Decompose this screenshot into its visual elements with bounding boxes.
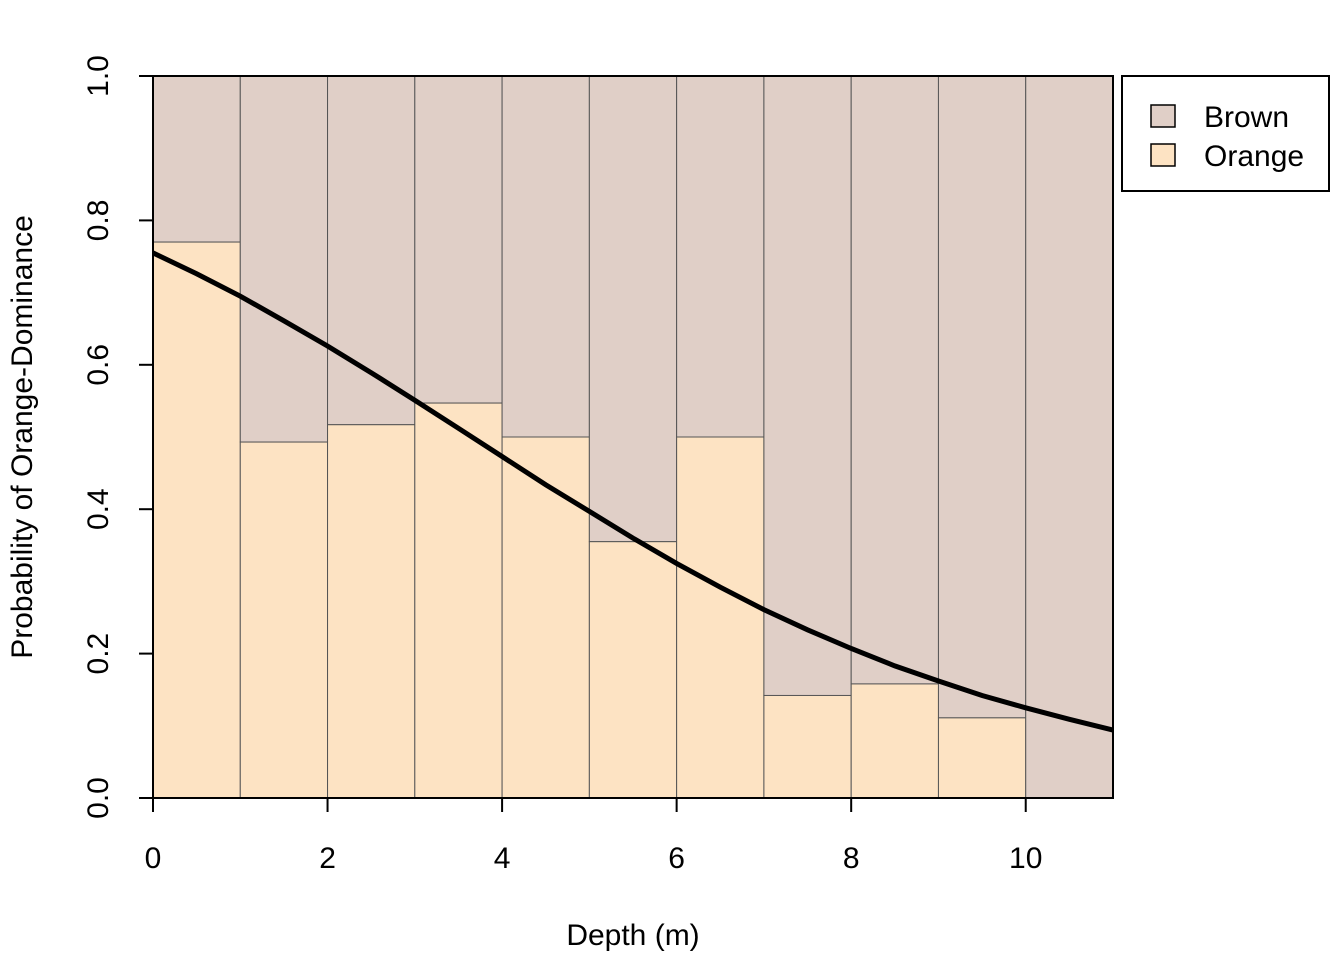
bar-brown-7 bbox=[764, 76, 851, 695]
bar-brown-3 bbox=[415, 76, 502, 403]
x-tick-label: 4 bbox=[494, 842, 511, 875]
bar-brown-8 bbox=[851, 76, 938, 684]
y-tick-label: 0.2 bbox=[82, 633, 115, 675]
legend: Brown Orange bbox=[1122, 76, 1329, 191]
bar-brown-0 bbox=[153, 76, 240, 242]
legend-swatch-orange bbox=[1151, 144, 1175, 166]
legend-label-brown: Brown bbox=[1204, 101, 1289, 134]
y-tick-label: 1.0 bbox=[82, 55, 115, 97]
legend-swatch-brown bbox=[1151, 105, 1175, 127]
bar-orange-1 bbox=[240, 442, 327, 798]
bar-orange-6 bbox=[677, 437, 764, 798]
bar-brown-1 bbox=[240, 76, 327, 442]
bar-orange-5 bbox=[589, 542, 676, 798]
y-tick-label: 0.6 bbox=[82, 344, 115, 386]
bar-brown-5 bbox=[589, 76, 676, 542]
bar-brown-10 bbox=[1026, 76, 1113, 798]
bar-brown-4 bbox=[502, 76, 589, 437]
x-tick-label: 6 bbox=[668, 842, 685, 875]
x-tick-label: 10 bbox=[1009, 842, 1042, 875]
x-tick-label: 8 bbox=[843, 842, 860, 875]
bar-orange-3 bbox=[415, 403, 502, 798]
x-tick-label: 2 bbox=[319, 842, 336, 875]
bar-brown-9 bbox=[938, 76, 1025, 718]
bar-orange-7 bbox=[764, 695, 851, 798]
x-tick-label: 0 bbox=[145, 842, 162, 875]
bar-brown-6 bbox=[677, 76, 764, 437]
bar-orange-9 bbox=[938, 718, 1025, 798]
y-axis-title: Probability of Orange-Dominance bbox=[6, 215, 39, 659]
bar-orange-4 bbox=[502, 437, 589, 798]
y-tick-label: 0.8 bbox=[82, 200, 115, 242]
y-tick-label: 0.4 bbox=[82, 488, 115, 530]
bar-orange-8 bbox=[851, 684, 938, 798]
y-tick-label: 0.0 bbox=[82, 777, 115, 819]
legend-label-orange: Orange bbox=[1204, 140, 1304, 173]
bar-orange-0 bbox=[153, 242, 240, 798]
x-axis-title: Depth (m) bbox=[566, 919, 699, 952]
bar-orange-2 bbox=[328, 425, 415, 798]
